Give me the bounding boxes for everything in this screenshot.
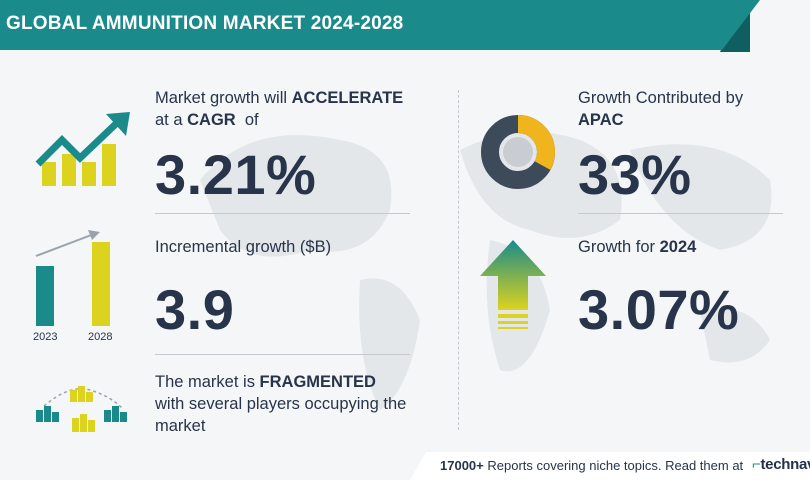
cagr-label-suffix: of xyxy=(235,111,259,129)
growth-2024-year: 2024 xyxy=(659,238,697,256)
growth-2024-prefix: Growth for xyxy=(578,238,660,256)
brand-logo[interactable]: ⌐technav xyxy=(752,456,810,473)
footer-text: 17000+ Reports covering niche topics. Re… xyxy=(440,458,743,473)
bar-year-2028: 2028 xyxy=(88,331,113,343)
divider xyxy=(155,213,410,214)
incremental-bars-icon xyxy=(35,230,110,326)
fragmented-label: The market is FRAGMENTED with several pl… xyxy=(155,371,406,437)
fragmented-line3: market xyxy=(155,417,206,435)
growth-2024-label: Growth for 2024 xyxy=(578,236,696,258)
divider xyxy=(155,354,410,355)
page-title: GLOBAL AMMUNITION MARKET 2024-2028 xyxy=(6,13,404,34)
apac-label-line1: Growth Contributed by xyxy=(578,89,744,107)
incremental-value: 3.9 xyxy=(155,278,235,341)
cagr-value: 3.21% xyxy=(155,143,317,206)
brand-mark-icon: ⌐ xyxy=(752,456,761,473)
divider xyxy=(578,213,783,214)
growth-chart-icon xyxy=(35,112,130,186)
apac-donut-chart xyxy=(481,115,555,189)
cagr-label-line1: Market growth will xyxy=(155,89,292,107)
fragmented-market-icon xyxy=(36,386,127,432)
apac-region: APAC xyxy=(578,111,624,129)
column-divider xyxy=(458,90,459,430)
fragmented-keyword: FRAGMENTED xyxy=(259,373,376,391)
donut-apac-share xyxy=(481,115,555,189)
brand-name: technav xyxy=(760,456,810,473)
up-arrow-icon xyxy=(480,240,546,329)
cagr-keyword: CAGR xyxy=(187,111,236,129)
growth-2024-value: 3.07% xyxy=(578,278,740,341)
incremental-label: Incremental growth ($B) xyxy=(155,238,332,256)
cagr-label: Market growth will ACCELERATE at a CAGR … xyxy=(155,87,403,131)
footer-count: 17000+ xyxy=(440,458,484,473)
fragmented-line1: The market is xyxy=(155,373,260,391)
apac-label: Growth Contributed by APAC xyxy=(578,87,743,131)
header-banner xyxy=(0,0,760,50)
cagr-label-line2: at a xyxy=(155,111,188,129)
donut-hole xyxy=(503,137,533,167)
fragmented-line2: with several players occupying the xyxy=(155,395,407,413)
footer-bar xyxy=(410,452,810,480)
apac-value: 33% xyxy=(578,143,692,206)
footer-message: Reports covering niche topics. Read them… xyxy=(483,458,744,473)
cagr-accelerate: ACCELERATE xyxy=(291,89,404,107)
bar-year-2023: 2023 xyxy=(33,331,58,343)
